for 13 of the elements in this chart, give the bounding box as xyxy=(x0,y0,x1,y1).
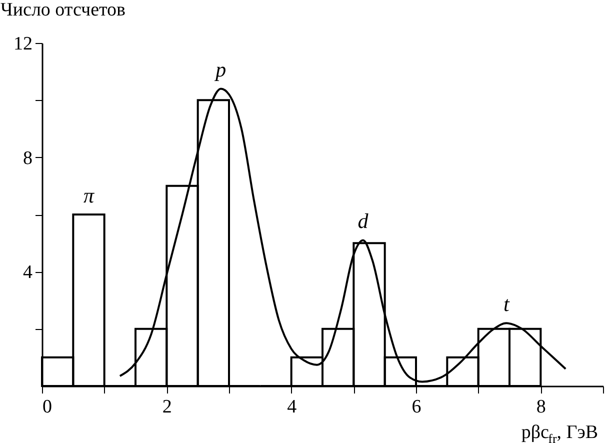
y-tick-label: 8 xyxy=(23,148,32,169)
annotation: p xyxy=(214,58,226,82)
y-tick-label: 4 xyxy=(23,262,33,284)
annotation: π xyxy=(83,184,94,208)
y-tick-label: 12 xyxy=(14,34,32,54)
annotation: t xyxy=(503,292,510,316)
x-tick-label: 8 xyxy=(536,396,546,418)
x-tick-label: 6 xyxy=(412,396,422,418)
annotation: d xyxy=(358,209,369,234)
x-tick-label: 2 xyxy=(162,396,172,418)
x-tick-label: 0 xyxy=(42,396,52,418)
y-axis-title: Число отсчетов xyxy=(0,0,126,20)
x-tick-label: 4 xyxy=(287,396,298,418)
